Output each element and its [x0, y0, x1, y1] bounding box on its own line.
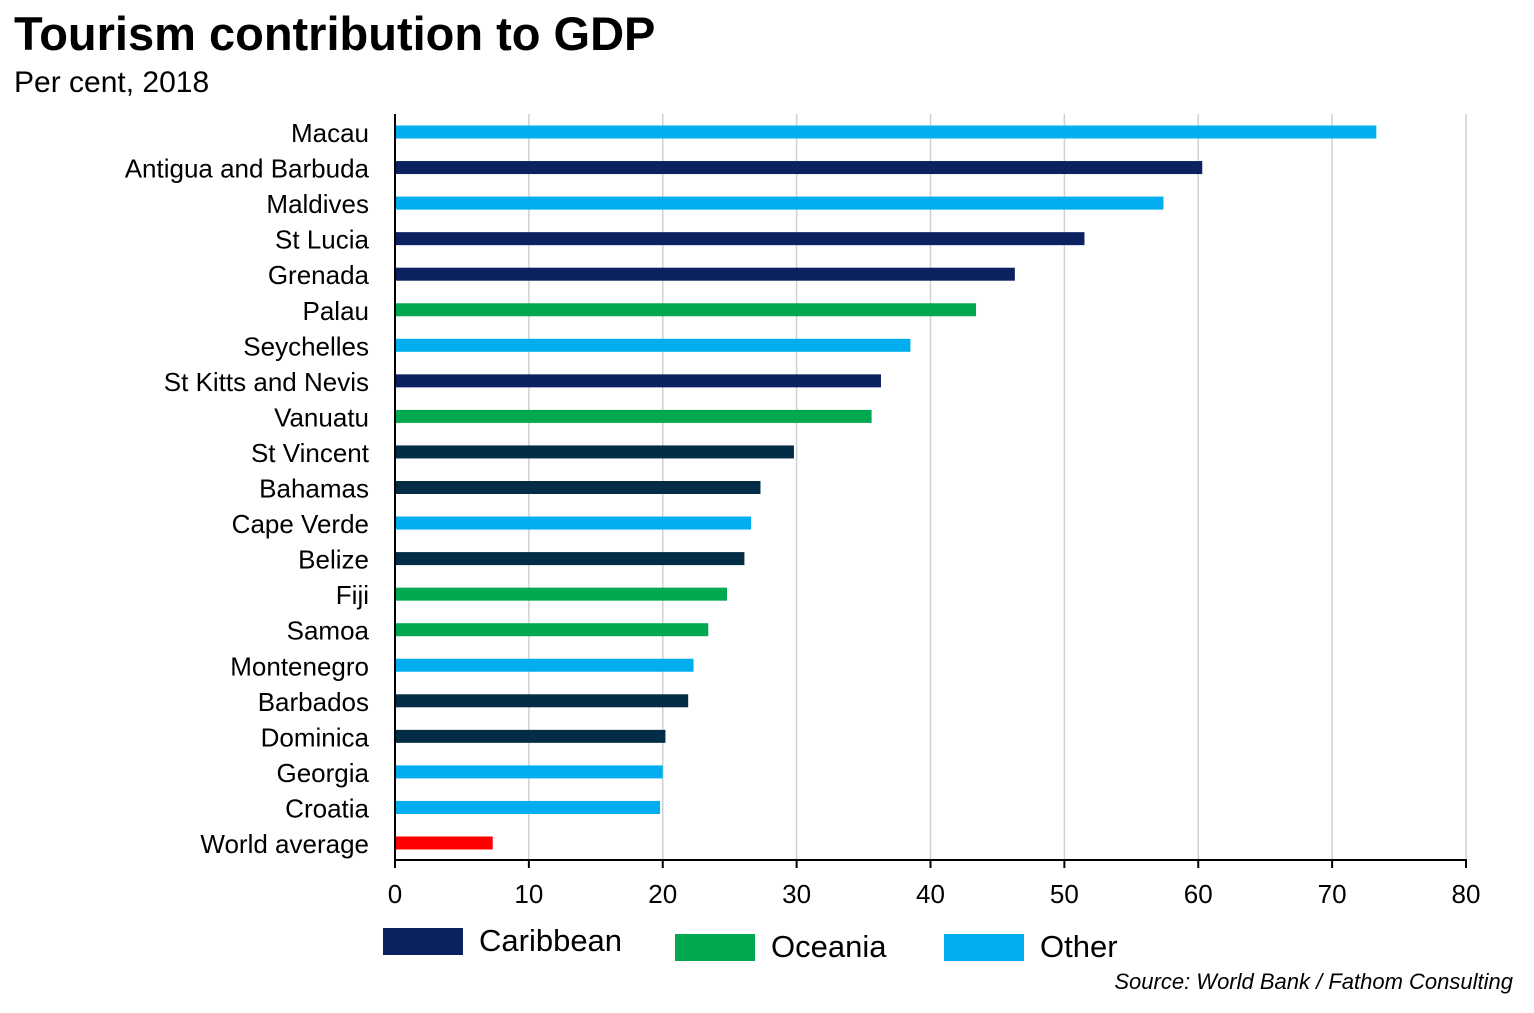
x-tick-label: 0	[388, 879, 402, 909]
category-label: World average	[200, 829, 369, 859]
legend-label-oceania: Oceania	[771, 929, 887, 964]
bar-grenada	[395, 267, 1015, 281]
legend-label-other: Other	[1040, 929, 1118, 964]
legend-item-oceania: Oceania	[675, 924, 886, 970]
bar-macau	[395, 125, 1377, 139]
category-label: Dominica	[261, 722, 370, 752]
category-label: Maldives	[266, 189, 369, 219]
legend-item-other: Other	[944, 924, 1118, 970]
category-label: Croatia	[285, 793, 369, 823]
category-label: Seychelles	[243, 331, 369, 361]
category-label: Palau	[303, 296, 370, 326]
bar-world-average	[395, 836, 493, 850]
chart-subtitle: Per cent, 2018	[14, 66, 210, 99]
bar-belize	[395, 552, 745, 566]
bar-cape-verde	[395, 516, 752, 530]
bar-palau	[395, 303, 977, 317]
category-label: Samoa	[287, 616, 370, 646]
legend-swatch-other	[944, 933, 1024, 961]
bar-st-lucia	[395, 232, 1085, 246]
legend-swatch-caribbean	[383, 927, 463, 955]
legend-label-caribbean: Caribbean	[479, 923, 623, 958]
category-label: Barbados	[258, 687, 369, 717]
category-label: Fiji	[336, 580, 369, 610]
bar-antigua-and-barbuda	[395, 161, 1203, 175]
category-label: St Kitts and Nevis	[164, 367, 369, 397]
bar-maldives	[395, 196, 1164, 210]
x-tick-label: 50	[1050, 879, 1079, 909]
x-tick-label: 40	[916, 879, 945, 909]
category-label: Cape Verde	[232, 509, 369, 539]
category-label: St Lucia	[275, 225, 369, 255]
category-label: Georgia	[277, 758, 370, 788]
category-label: Montenegro	[230, 651, 369, 681]
bar-montenegro	[395, 658, 694, 672]
bar-st-vincent	[395, 445, 794, 459]
bar-bahamas	[395, 481, 761, 494]
x-tick-label: 70	[1318, 879, 1347, 909]
x-tick-label: 30	[782, 879, 811, 909]
bar-fiji	[395, 587, 728, 601]
x-tick-label: 80	[1452, 879, 1481, 909]
category-label: Antigua and Barbuda	[125, 154, 370, 184]
x-tick-label: 60	[1184, 879, 1213, 909]
category-label: Bahamas	[259, 474, 369, 504]
category-label: St Vincent	[251, 438, 370, 468]
chart-title: Tourism contribution to GDP	[14, 7, 656, 60]
category-label: Macau	[291, 118, 369, 148]
legend-swatch-oceania	[675, 933, 755, 961]
bar-vanuatu	[395, 409, 872, 423]
x-tick-label: 10	[514, 879, 543, 909]
bar-barbados	[395, 694, 689, 708]
category-label: Grenada	[268, 260, 370, 290]
category-label: Vanuatu	[274, 402, 369, 432]
x-tick-label: 20	[648, 879, 677, 909]
bar-croatia	[395, 800, 661, 814]
bar-georgia	[395, 765, 663, 779]
bar-dominica	[395, 729, 666, 743]
category-label: Belize	[298, 545, 369, 575]
legend-item-caribbean: Caribbean	[383, 918, 622, 964]
bar-seychelles	[395, 338, 911, 352]
bar-st-kitts-and-nevis	[395, 374, 881, 388]
source-note: Source: World Bank / Fathom Consulting	[1114, 969, 1513, 994]
bar-samoa	[395, 623, 709, 637]
